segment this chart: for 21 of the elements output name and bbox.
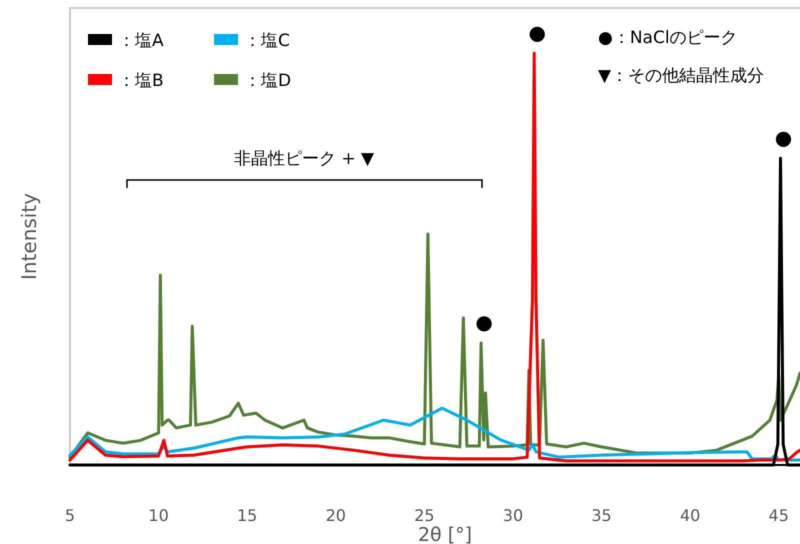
legend-label: ：塩A bbox=[118, 31, 164, 51]
legend-label: ：塩D bbox=[244, 71, 292, 91]
x-tick-label: 20 bbox=[326, 506, 346, 525]
annotation: 非晶性ピーク + ▼ bbox=[234, 149, 375, 169]
x-tick-label: 45 bbox=[768, 506, 789, 525]
x-tick-label: 25 bbox=[414, 506, 435, 525]
legend-label: ：塩B bbox=[118, 71, 164, 91]
x-tick-label: 5 bbox=[64, 506, 76, 525]
x-tick-label: 10 bbox=[148, 506, 169, 525]
legend-label: ：塩C bbox=[244, 31, 290, 51]
x-tick-label: 30 bbox=[502, 506, 524, 525]
y-axis-title: Intensity bbox=[17, 192, 41, 280]
annotation: ● bbox=[774, 125, 792, 150]
text: ●：NaClのピーク bbox=[598, 28, 738, 48]
x-tick-label: 40 bbox=[680, 506, 700, 525]
annotation: ● bbox=[528, 20, 546, 44]
x-axis-title: 2θ [°] bbox=[418, 524, 472, 544]
x-tick-label: 35 bbox=[591, 506, 612, 525]
annotation: ● bbox=[475, 310, 493, 334]
x-tick-label: 15 bbox=[237, 506, 258, 525]
annotation: ▼：その他結晶性成分 bbox=[598, 66, 764, 86]
